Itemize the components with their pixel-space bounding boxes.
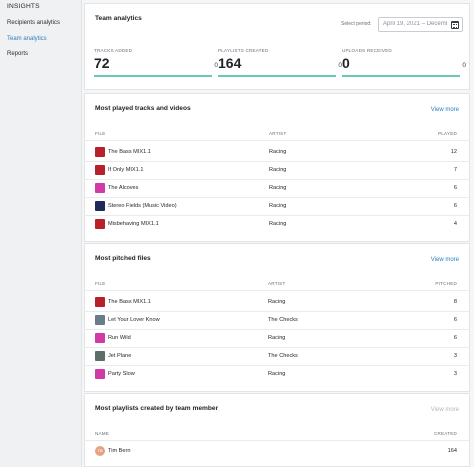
track-thumbnail xyxy=(95,147,105,157)
sidebar-heading: INSIGHTS xyxy=(7,3,40,10)
stat-secondary-value: 0 xyxy=(338,62,342,69)
divider xyxy=(85,197,469,198)
main-content: Team analytics Select period: April 19, … xyxy=(84,0,470,467)
team-analytics-card: Team analytics Select period: April 19, … xyxy=(84,3,470,90)
track-thumbnail xyxy=(95,165,105,175)
column-header-file: FILE xyxy=(95,281,106,286)
divider xyxy=(85,179,469,180)
avatar: TB xyxy=(95,446,105,456)
stat-bar xyxy=(94,75,212,77)
period-date-picker[interactable]: April 19, 2021 – December xyxy=(378,17,463,32)
track-name[interactable]: Run Wild xyxy=(108,335,131,341)
column-header-artist: ARTIST xyxy=(268,281,286,286)
stat-secondary-value: 0 xyxy=(462,62,466,69)
stat-value: 72 xyxy=(94,55,110,71)
column-header-file: FILE xyxy=(95,131,106,136)
select-period-label: Select period: xyxy=(341,21,372,27)
column-header-created: CREATED xyxy=(433,431,457,436)
track-name[interactable]: Jet Plane xyxy=(108,353,132,359)
track-name[interactable]: Stereo Fields (Music Video) xyxy=(108,203,177,209)
divider xyxy=(85,440,469,441)
track-count: 7 xyxy=(453,167,457,173)
calendar-icon[interactable] xyxy=(451,21,459,29)
divider xyxy=(85,215,469,216)
track-name[interactable]: Let Your Lover Know xyxy=(108,317,160,323)
member-name[interactable]: Tim Bern xyxy=(108,448,131,454)
period-date-value: April 19, 2021 – December xyxy=(383,21,447,27)
section-title: Most played tracks and videos xyxy=(95,105,191,112)
stat-bar xyxy=(342,75,460,77)
track-count: 6 xyxy=(453,203,457,209)
track-count: 12 xyxy=(450,149,457,155)
track-thumbnail xyxy=(95,183,105,193)
stat-secondary-value: 0 xyxy=(214,62,218,69)
most-pitched-card: Most pitched files View more FILE ARTIST… xyxy=(84,243,470,392)
track-name[interactable]: The Bass MIX1.1 xyxy=(108,299,151,305)
track-count: 8 xyxy=(453,299,457,305)
most-playlists-card: Most playlists created by team member Vi… xyxy=(84,393,470,467)
track-count: 6 xyxy=(453,317,457,323)
column-header-played: PLAYED xyxy=(438,131,457,136)
stat-value: 0 xyxy=(342,55,350,71)
divider xyxy=(85,329,469,330)
view-more-link[interactable]: View more xyxy=(430,257,459,263)
sidebar-item-team-analytics[interactable]: Team analytics xyxy=(7,36,47,42)
sidebar-item-reports[interactable]: Reports xyxy=(7,51,29,57)
sidebar: INSIGHTS Recipients analytics Team analy… xyxy=(0,0,82,467)
track-count: 6 xyxy=(453,335,457,341)
column-header-artist: ARTIST xyxy=(269,131,287,136)
divider xyxy=(85,161,469,162)
member-count: 164 xyxy=(447,448,457,454)
view-more-link[interactable]: View more xyxy=(430,107,459,113)
section-title: Most playlists created by team member xyxy=(95,405,219,412)
track-thumbnail xyxy=(95,297,105,307)
view-more-link[interactable]: View more xyxy=(430,407,459,413)
track-artist: Racing xyxy=(268,371,286,377)
column-header-name: NAME xyxy=(95,431,110,436)
column-header-pitched: PITCHED xyxy=(435,281,457,286)
divider xyxy=(85,140,469,141)
track-thumbnail xyxy=(95,315,105,325)
track-name[interactable]: The Bass MIX1.1 xyxy=(108,149,151,155)
track-thumbnail xyxy=(95,369,105,379)
track-name[interactable]: Misbehaving MIX1.1 xyxy=(108,221,159,227)
track-thumbnail xyxy=(95,351,105,361)
track-artist: The Checks xyxy=(268,317,298,323)
sidebar-item-recipients-analytics[interactable]: Recipients analytics xyxy=(7,20,61,26)
track-artist: Racing xyxy=(269,203,287,209)
track-count: 6 xyxy=(453,185,457,191)
stat-label: PLAYLISTS CREATED xyxy=(218,48,269,53)
track-count: 4 xyxy=(453,221,457,227)
section-title: Most pitched files xyxy=(95,255,151,262)
track-artist: Racing xyxy=(269,149,287,155)
track-artist: The Checks xyxy=(268,353,298,359)
stat-bar xyxy=(218,75,336,77)
track-count: 3 xyxy=(453,371,457,377)
divider xyxy=(85,365,469,366)
track-artist: Racing xyxy=(269,221,287,227)
divider xyxy=(85,290,469,291)
most-played-card: Most played tracks and videos View more … xyxy=(84,93,470,242)
track-thumbnail xyxy=(95,219,105,229)
page-title: Team analytics xyxy=(95,15,142,22)
track-thumbnail xyxy=(95,201,105,211)
track-artist: Racing xyxy=(268,299,286,305)
stat-value: 164 xyxy=(218,55,242,71)
stat-label: UPLOADS RECEIVED xyxy=(342,48,392,53)
divider xyxy=(85,347,469,348)
track-name[interactable]: Party Slow xyxy=(108,371,135,377)
track-artist: Racing xyxy=(269,185,287,191)
track-artist: Racing xyxy=(268,335,286,341)
track-name[interactable]: If Only MIX1.1 xyxy=(108,167,144,173)
stat-label: TRACKS ADDED xyxy=(94,48,133,53)
track-thumbnail xyxy=(95,333,105,343)
divider xyxy=(85,311,469,312)
track-count: 3 xyxy=(453,353,457,359)
track-name[interactable]: The Alcoves xyxy=(108,185,139,191)
track-artist: Racing xyxy=(269,167,287,173)
